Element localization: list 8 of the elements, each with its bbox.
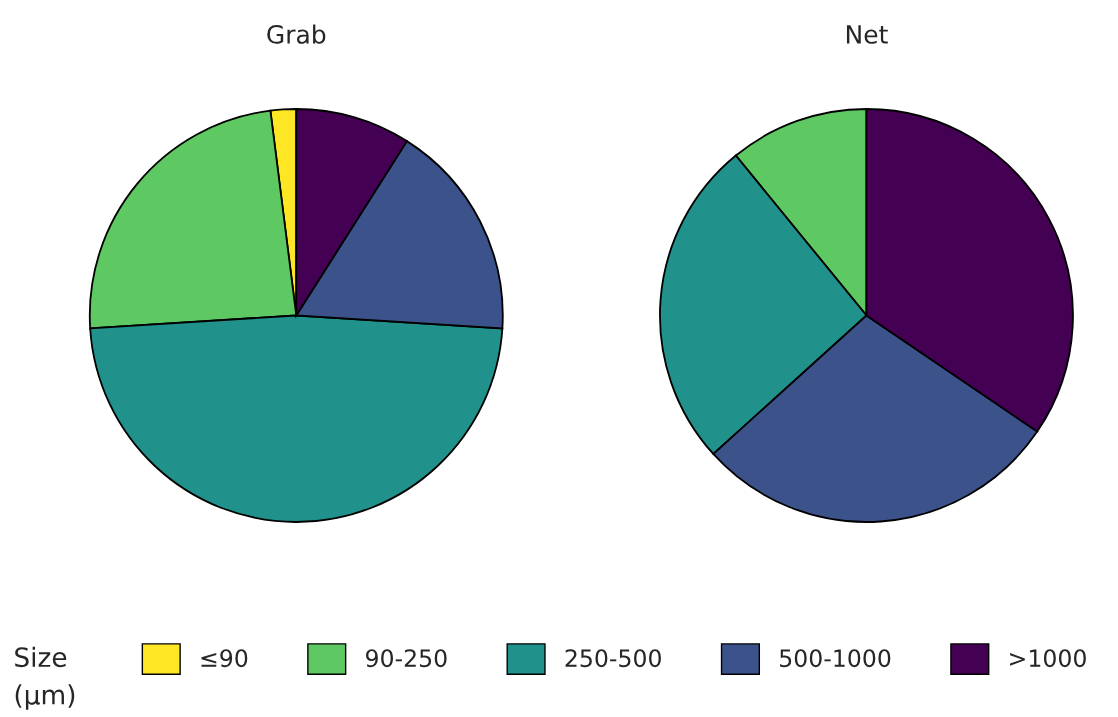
- legend-label: >1000: [1010, 649, 1086, 668]
- chart-title: Net: [846, 25, 888, 44]
- chart-title: Grab: [267, 24, 326, 44]
- legend-label: 500-1000: [780, 649, 891, 668]
- legend-label: 250-500: [565, 649, 661, 668]
- legend-label: ≤90: [201, 649, 248, 668]
- legend-title: Size (μm): [15, 646, 75, 710]
- legend-label: 90-250: [366, 649, 447, 668]
